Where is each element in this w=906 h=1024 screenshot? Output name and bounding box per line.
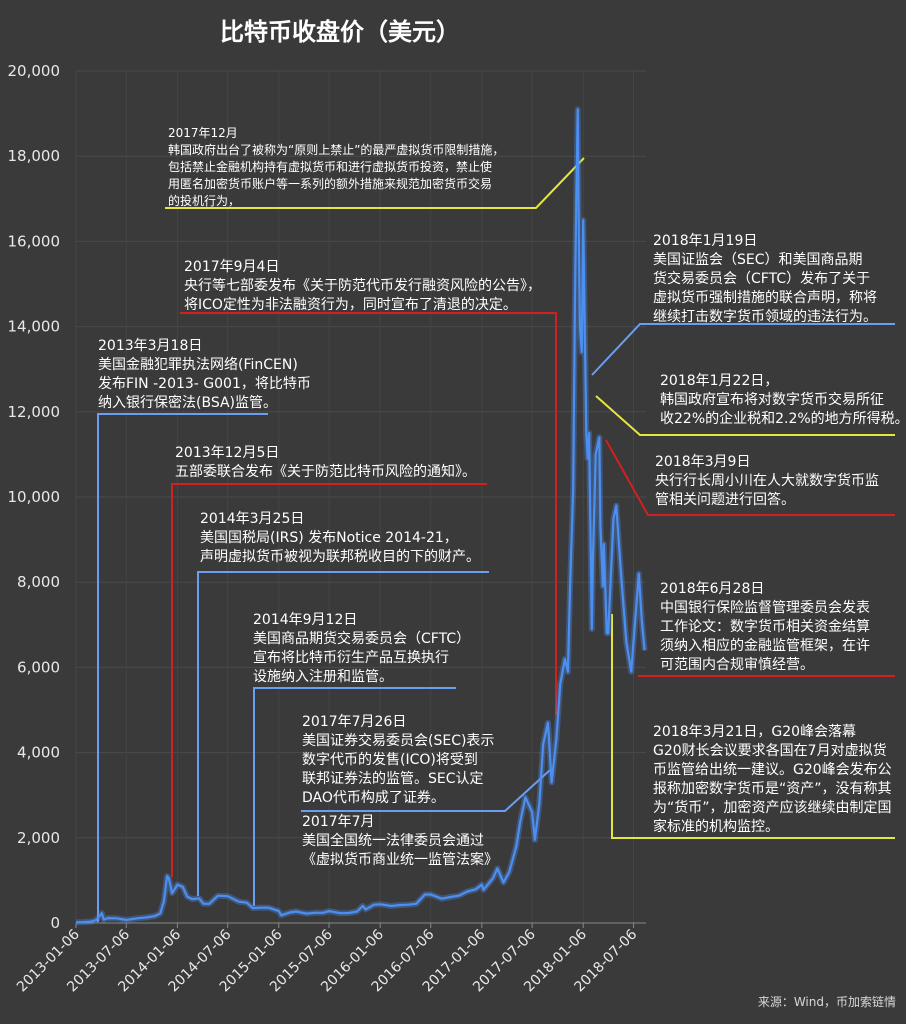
annotation-line: 报称加密数字货币是“资产”，没有称其 (653, 780, 892, 797)
annotation-leader (595, 395, 895, 436)
annotation-line: 用匿名加密货币账户等一系列的额外措施来规范加密货币交易 (168, 176, 492, 191)
annotation-line: 2018年1月22日， (660, 373, 778, 389)
annotation-leader (197, 571, 489, 896)
annotation-line: 2018年1月19日 (653, 233, 757, 249)
annotation-leader (591, 323, 895, 376)
annotation-note: 2018年3月9日央行行长周小川在人大就数字货币监管相关问题进行回答。 (655, 454, 879, 508)
y-tick-label: 16,000 (8, 232, 61, 250)
annotation-line: 数字代币的发售(ICO)将受到 (302, 752, 478, 768)
y-tick-label: 8,000 (17, 573, 60, 591)
y-tick-label: 20,000 (8, 62, 61, 80)
annotation-line: 为“货币”，加密资产应该继续由制定国 (653, 799, 892, 816)
annotation-line: 将ICO定性为非法融资行为，同时宣布了清退的决定。 (184, 297, 517, 313)
y-tick-label: 6,000 (17, 658, 60, 676)
annotation-line: 币监管给出统一建议。G20峰会发布公 (653, 762, 892, 778)
annotation-note: 2014年9月12日美国商品期货交易委员会（CFTC） 宣布将比特币衍生产品互换执… (253, 612, 470, 685)
grid (75, 70, 646, 923)
annotation-line: 管相关问题进行回答。 (655, 491, 795, 508)
annotation-line: 设施纳入注册和监管。 (253, 669, 393, 685)
annotation-note: 2017年9月4日央行等七部委发布《关于防范代币发行融资风险的公告》， 将ICO定… (184, 259, 541, 313)
annotation-line: 韩国政府出台了被称为“原则上禁止”的最严虚拟货币限制措施， (168, 142, 504, 157)
annotation-line: 2014年9月12日 (253, 612, 357, 628)
y-tick-label: 4,000 (17, 744, 60, 762)
annotation-leader (301, 769, 551, 812)
annotation-line: 美国金融犯罪执法网络(FinCEN) (98, 357, 298, 373)
annotation-line: 美国证券交易委员会(SEC)表示 (302, 732, 494, 749)
annotation-line: 2018年3月9日 (655, 454, 750, 470)
annotation-line: 2014年3月25日 (200, 511, 304, 527)
annotation-line: 美国全国统一法律委员会通过 (302, 832, 484, 849)
annotation-line: 2017年9月4日 (184, 259, 279, 275)
annotation-line: 美国证监会（SEC）和美国商品期 (653, 252, 863, 268)
series (75, 106, 648, 926)
annotation-line: 可范围内合规审慎经营。 (660, 656, 814, 673)
annotation-line: 虚拟货币强制措施的联合声明，称将 (653, 289, 877, 306)
annotation-line: 家标准的机构监控。 (653, 818, 779, 835)
annotation-line: 须纳入相应的金融监管框架，在许 (660, 637, 870, 654)
annotation-line: 的投机行为， (168, 193, 240, 208)
annotation-leader (605, 439, 895, 516)
annotation-note: 2018年6月28日中国银行保险监督管理委员会发表工作论文：数字货币相关资金结算… (660, 581, 870, 673)
annotation-line: 宣布将比特币衍生产品互换执行 (253, 649, 449, 666)
annotation-line: DAO代币构成了证券。 (302, 790, 445, 806)
x-axis: 2013-01-062013-07-062014-01-062014-07-06… (14, 922, 646, 995)
y-tick-label: 2,000 (17, 829, 60, 847)
annotation-line: 央行行长周小川在人大就数字货币监 (655, 472, 879, 489)
annotation-line: 《虚拟货币商业统一监管法案》 (302, 851, 498, 868)
annotation-line: 央行等七部委发布《关于防范代币发行融资风险的公告》， (184, 277, 541, 294)
annotation-line: 2013年12月5日 (175, 445, 279, 461)
chart-title: 比特币收盘价（美元） (220, 18, 460, 46)
annotation-leader (180, 312, 557, 715)
annotation-line: 美国商品期货交易委员会（CFTC） (253, 630, 470, 647)
annotation-line: 2018年3月21日，G20峰会落幕 (653, 724, 856, 740)
y-tick-label: 12,000 (8, 403, 61, 421)
annotation-leader (171, 483, 487, 877)
annotation-note: 2017年12月韩国政府出台了被称为“原则上禁止”的最严虚拟货币限制措施， 包括禁… (168, 126, 504, 208)
annotation-leader (97, 413, 268, 922)
price-line (75, 108, 646, 924)
y-tick-label: 14,000 (8, 318, 61, 336)
annotation-line: 发布FIN -2013- G001，将比特币 (98, 376, 311, 392)
annotation-note: 2017年7月美国全国统一法律委员会通过《虚拟货币商业统一监管法案》 (302, 814, 498, 868)
annotation-line: 工作论文：数字货币相关资金结算 (660, 618, 870, 635)
annotation-note: 2018年1月22日， 韩国政府宣布将对数字货币交易所征收22%的企业税和2.2%… (660, 373, 906, 427)
annotation-line: 货交易委员会（CFTC）发布了关于 (653, 270, 870, 287)
annotation-note: 2017年7月26日美国证券交易委员会(SEC)表示数字代币的发售(ICO)将受… (302, 714, 494, 806)
annotation-line: 2017年12月 (168, 126, 238, 140)
annotation-line: 继续打击数字货币领域的违法行为。 (653, 308, 877, 325)
annotation-note: 2014年3月25日美国国税局(IRS) 发布Notice 2014-21， 声明… (200, 511, 480, 565)
y-axis: 0 2,000 4,000 6,000 8,000 10,000 12,000 14,000 1… (8, 62, 61, 932)
annotation-leaders (97, 157, 895, 922)
annotation-line: G20财长会议要求各国在7月对虚拟货 (653, 742, 887, 759)
annotation-line: 中国银行保险监督管理委员会发表 (660, 600, 870, 616)
annotation-line: 包括禁止金融机构持有虚拟货币和进行虚拟货币投资，禁止使 (168, 159, 492, 174)
source-note: 来源：Wind，币加索链情 (758, 994, 896, 1009)
annotation-note: 2018年1月19日美国证监会（SEC）和美国商品期货交易委员会（CFTC）发布… (653, 233, 877, 325)
annotation-leader (165, 157, 585, 209)
annotation-note: 2018年3月21日，G20峰会落幕 G20财长会议要求各国在7月对虚拟货币监管给… (653, 724, 892, 835)
y-tick-label: 18,000 (8, 147, 61, 165)
annotation-line: 2017年7月26日 (302, 714, 406, 730)
annotation-note: 2013年12月5日五部委联合发布《关于防范比特币风险的通知》。 (175, 445, 476, 480)
annotation-line: 声明虚拟货币被视为联邦税收目的下的财产。 (200, 548, 480, 565)
annotation-line: 2018年6月28日 (660, 581, 764, 597)
annotation-line: 2013年3月18日 (98, 338, 202, 354)
annotation-line: 韩国政府宣布将对数字货币交易所征 (660, 391, 884, 408)
annotation-note: 2013年3月18日美国金融犯罪执法网络(FinCEN) 发布FIN -2013-… (98, 338, 311, 411)
annotation-leader (611, 614, 895, 839)
y-tick-label: 0 (50, 914, 60, 932)
annotation-line: 纳入银行保密法(BSA)监管。 (98, 394, 277, 411)
annotation-line: 五部委联合发布《关于防范比特币风险的通知》。 (175, 463, 476, 480)
annotations: 2017年12月韩国政府出台了被称为“原则上禁止”的最严虚拟货币限制措施， 包括禁… (98, 126, 906, 868)
y-tick-label: 10,000 (8, 488, 61, 506)
annotation-line: 收22%的企业税和2.2%的地方所得税。 (660, 410, 906, 427)
annotation-line: 2017年7月 (302, 814, 375, 830)
annotation-line: 联邦证券法的监管。SEC认定 (302, 771, 484, 787)
annotation-leader (253, 687, 456, 906)
annotation-line: 美国国税局(IRS) 发布Notice 2014-21， (200, 530, 458, 546)
